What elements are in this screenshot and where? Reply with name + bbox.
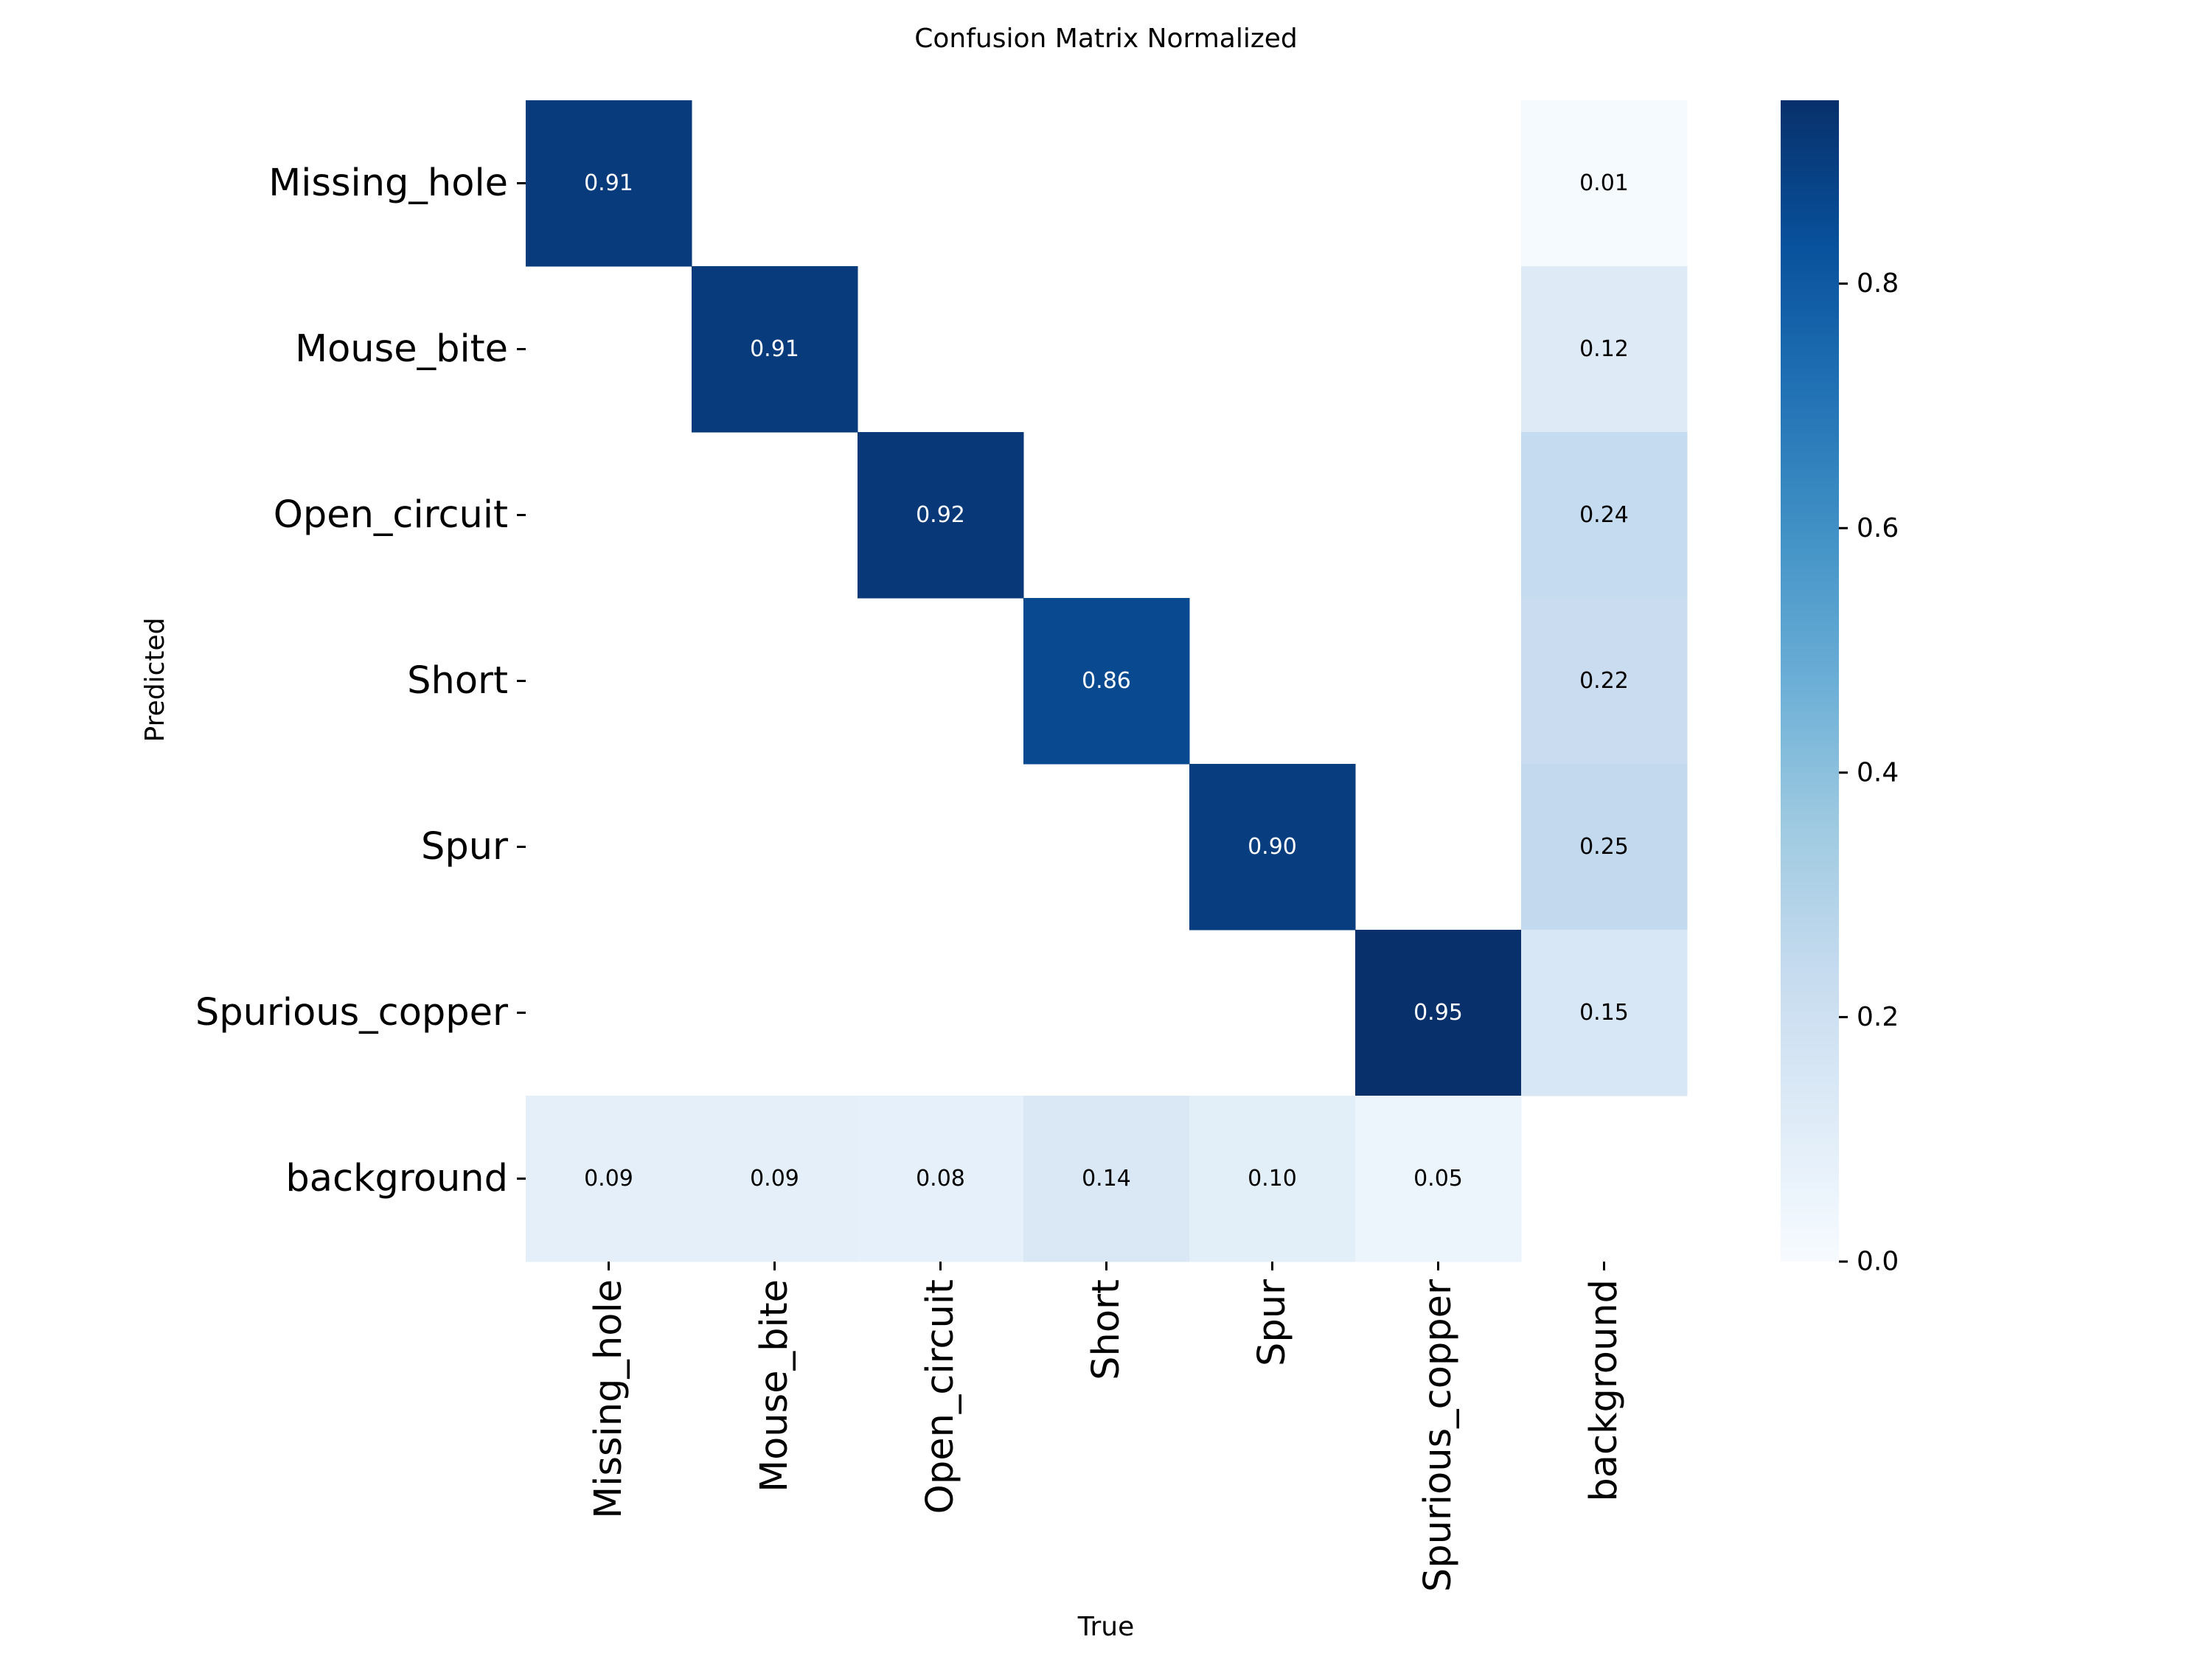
cell-value-label: 0.22 (1579, 668, 1629, 694)
cell-value-label: 0.09 (584, 1166, 633, 1192)
cell-value-label: 0.01 (1579, 170, 1629, 196)
heatmap-cell (1521, 598, 1688, 765)
cell-value-label: 0.92 (916, 502, 965, 528)
heatmap-cell-labels: 0.91 0.01 0.91 0.12 0.92 0.24 0.86 0.22 0.90 0.25… (584, 170, 1629, 1192)
x-axis-label: True (1077, 1612, 1134, 1642)
cell-value-label: 0.10 (1248, 1166, 1297, 1192)
y-axis-ticks: Missing_hole Mouse_bite Open_circuit Short S… (195, 161, 526, 1200)
x-axis-ticks: Missing_hole Mouse_bite Open_circuit Short S… (587, 1262, 1626, 1592)
colorbar-tick-label: 0.8 (1857, 268, 1899, 299)
cell-value-label: 0.09 (750, 1166, 799, 1192)
y-tick-label-mouse-bite: Mouse_bite (295, 327, 508, 371)
heatmap-cell (1521, 100, 1688, 267)
x-tick-label-spurious-copper: Spurious_copper (1416, 1279, 1460, 1592)
x-tick-label-open-circuit: Open_circuit (919, 1279, 962, 1514)
heatmap-cell (692, 266, 858, 433)
colorbar-tick-label: 0.2 (1857, 1002, 1899, 1032)
y-tick-label-spur: Spur (421, 825, 508, 869)
colorbar (1781, 100, 1839, 1262)
x-tick-label-spur: Spur (1251, 1279, 1294, 1366)
colorbar-tick-label: 0.0 (1857, 1247, 1899, 1277)
heatmap-cell (858, 1096, 1024, 1262)
heatmap-cell (1023, 598, 1190, 765)
heatmap-cell (526, 100, 692, 267)
cell-value-label: 0.14 (1082, 1166, 1131, 1192)
cell-value-label: 0.12 (1579, 336, 1629, 362)
heatmap-cell (1521, 266, 1688, 433)
cell-value-label: 0.91 (584, 170, 633, 196)
heatmap-cell (1189, 1096, 1356, 1262)
heatmap-cell (1521, 764, 1688, 931)
heatmap-cell (692, 1096, 858, 1262)
y-tick-label-spurious-copper: Spurious_copper (195, 991, 508, 1034)
x-tick-label-background: background (1582, 1279, 1626, 1502)
x-tick-label-missing-hole: Missing_hole (587, 1279, 630, 1519)
cell-value-label: 0.86 (1082, 668, 1131, 694)
heatmap-cell (526, 1096, 692, 1262)
x-tick-label-short: Short (1085, 1279, 1128, 1380)
colorbar-tick-label: 0.4 (1857, 757, 1899, 787)
x-tick-label-mouse-bite: Mouse_bite (753, 1279, 796, 1492)
heatmap-cells (526, 100, 1688, 1262)
heatmap-cell (1355, 1096, 1522, 1262)
heatmap-cell (1521, 930, 1688, 1096)
colorbar-tick-label: 0.6 (1857, 513, 1899, 543)
colorbar-ticks: 0.0 0.2 0.4 0.6 0.8 (1839, 268, 1899, 1277)
heatmap-cell (1355, 930, 1522, 1096)
cell-value-label: 0.95 (1413, 1000, 1463, 1026)
y-axis-label: Predicted (140, 618, 170, 742)
heatmap-cell (1521, 432, 1688, 599)
y-tick-label-short: Short (407, 659, 508, 703)
cell-value-label: 0.08 (916, 1166, 965, 1192)
cell-value-label: 0.24 (1579, 502, 1629, 528)
chart-title: Confusion Matrix Normalized (914, 24, 1297, 54)
y-tick-label-open-circuit: Open_circuit (274, 493, 508, 537)
cell-value-label: 0.15 (1579, 1000, 1629, 1026)
cell-value-label: 0.90 (1248, 834, 1297, 860)
heatmap-cell (1023, 1096, 1190, 1262)
cell-value-label: 0.91 (750, 336, 799, 362)
y-tick-label-background: background (285, 1157, 508, 1200)
heatmap-cell (1189, 764, 1356, 931)
cell-value-label: 0.05 (1413, 1166, 1463, 1192)
cell-value-label: 0.25 (1579, 834, 1629, 860)
heatmap-cell (858, 432, 1024, 599)
y-tick-label-missing-hole: Missing_hole (268, 161, 508, 205)
